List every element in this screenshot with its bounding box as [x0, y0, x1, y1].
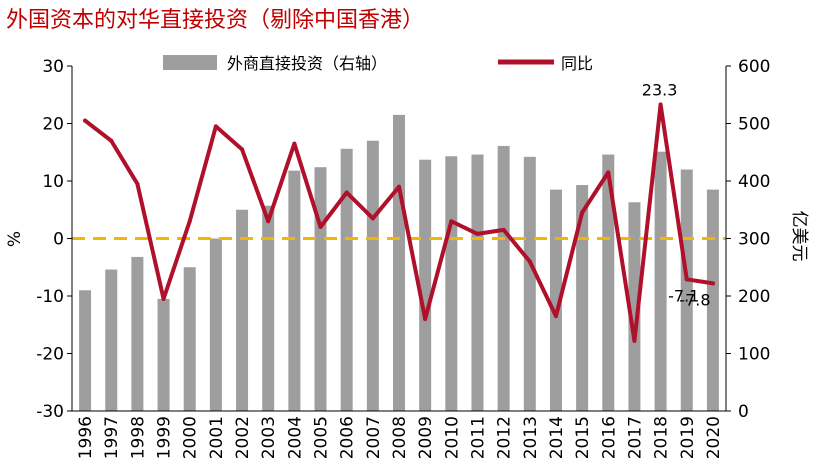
x-tick-label: 2015 [573, 416, 593, 459]
x-tick-label: 2004 [285, 416, 305, 459]
yoy-point-2004 [292, 141, 297, 146]
bar-2007 [366, 140, 379, 411]
yoy-point-2016 [606, 170, 611, 175]
right-axis-label: 亿美元 [789, 211, 809, 262]
data-label-2020: -7.8 [679, 290, 710, 309]
bar-1997 [105, 269, 118, 411]
x-tick-label: 2016 [599, 416, 619, 459]
chart-title: 外国资本的对华直接投资（剔除中国香港） [6, 8, 425, 33]
bar-2014 [549, 189, 562, 411]
bar-2011 [471, 154, 484, 412]
right-tick-label: 500 [738, 115, 770, 135]
x-tick-label: 2020 [704, 416, 724, 459]
x-tick-label: 2017 [625, 416, 645, 459]
legend-line-label: 同比 [561, 54, 593, 73]
bar-2002 [236, 209, 249, 411]
yoy-point-2013 [527, 259, 532, 264]
bar-2003 [262, 205, 275, 411]
bar-2015 [576, 185, 589, 411]
yoy-point-2018 [658, 102, 663, 107]
yoy-point-2015 [580, 210, 585, 215]
x-tick-label: 2008 [390, 416, 410, 459]
x-tick-label: 2002 [233, 416, 253, 459]
x-tick-label: 2001 [207, 416, 227, 459]
left-tick-label: 20 [42, 115, 64, 135]
legend-bar-label: 外商直接投资（右轴） [227, 54, 387, 73]
bar-2000 [183, 267, 196, 411]
left-tick-label: 0 [53, 230, 64, 250]
x-tick-label: 2012 [495, 416, 515, 459]
bar-2008 [393, 114, 405, 411]
yoy-point-2009 [423, 317, 428, 321]
bar-2001 [209, 238, 222, 411]
x-tick-label: 2011 [468, 416, 488, 459]
yoy-point-2012 [501, 227, 506, 232]
bar-1999 [157, 298, 170, 411]
yoy-point-2006 [344, 190, 349, 195]
yoy-point-2001 [213, 124, 218, 129]
bar-1996 [79, 290, 92, 411]
x-tick-label: 2010 [442, 416, 462, 459]
x-tick-label: 1997 [102, 416, 122, 459]
bar-2010 [445, 156, 458, 411]
x-tick-label: 2019 [678, 416, 698, 459]
yoy-point-2007 [370, 216, 375, 221]
left-axis-label: % [5, 231, 25, 247]
bar-2012 [497, 145, 510, 412]
x-tick-label: 2005 [312, 416, 332, 459]
x-tick-label: 2013 [521, 416, 541, 459]
yoy-point-2010 [449, 219, 454, 224]
yoy-point-2011 [475, 231, 480, 236]
x-tick-label: 2014 [547, 416, 567, 459]
left-tick-label: 30 [42, 57, 64, 77]
bar-1998 [131, 256, 144, 411]
yoy-point-2003 [266, 219, 271, 224]
bar-2006 [340, 148, 353, 412]
right-tick-label: 0 [738, 402, 749, 422]
bar-2013 [523, 156, 536, 411]
x-tick-label: 1999 [155, 416, 175, 459]
bar-2016 [602, 154, 615, 412]
yoy-point-2002 [240, 147, 245, 152]
right-tick-label: 200 [738, 287, 770, 307]
yoy-point-2000 [187, 219, 192, 224]
yoy-point-2019 [684, 277, 689, 282]
x-tick-label: 2007 [364, 416, 384, 459]
right-tick-label: 600 [738, 57, 770, 77]
legend-bar-swatch [163, 55, 217, 70]
data-label-2019: -7.1 [668, 286, 699, 305]
right-tick-label: 100 [738, 345, 770, 365]
bar-2018 [654, 151, 667, 412]
bar-2019 [680, 169, 693, 411]
x-tick-label: 2009 [416, 416, 436, 459]
bar-2004 [288, 170, 301, 411]
yoy-point-2008 [397, 184, 401, 189]
x-tick-label: 2000 [181, 416, 201, 459]
left-tick-label: -10 [36, 287, 64, 307]
x-tick-label: 1998 [128, 416, 148, 459]
bar-2020 [706, 189, 719, 411]
yoy-point-2005 [318, 225, 323, 229]
data-label-2018: 23.3 [642, 81, 678, 100]
left-tick-label: 10 [42, 172, 64, 192]
yoy-point-1996 [83, 118, 88, 123]
left-tick-label: -20 [36, 345, 64, 365]
x-tick-label: 2018 [652, 416, 672, 459]
bar-2005 [314, 167, 327, 411]
yoy-point-2017 [632, 338, 637, 343]
right-tick-label: 300 [738, 230, 770, 250]
bar-2009 [419, 159, 432, 411]
x-tick-label: 2003 [259, 416, 279, 459]
yoy-point-2014 [553, 314, 558, 319]
yoy-point-1997 [109, 138, 114, 143]
x-tick-label: 1996 [76, 416, 96, 459]
bar-2017 [628, 202, 641, 411]
yoy-point-1998 [135, 181, 140, 186]
yoy-point-1999 [161, 296, 166, 301]
yoy-point-2020 [710, 281, 715, 286]
right-tick-label: 400 [738, 172, 770, 192]
x-tick-label: 2006 [338, 416, 358, 459]
left-tick-label: -30 [36, 402, 64, 422]
